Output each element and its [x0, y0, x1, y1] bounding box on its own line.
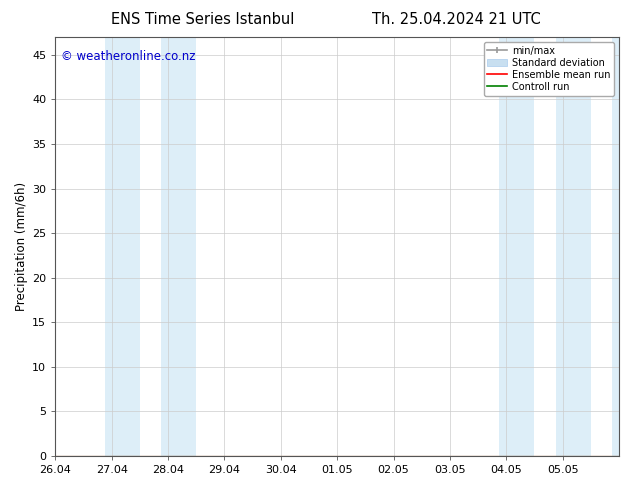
Bar	[555, 37, 591, 456]
Text: © weatheronline.co.nz: © weatheronline.co.nz	[61, 49, 195, 63]
Bar	[612, 37, 619, 456]
Bar	[105, 37, 140, 456]
Text: ENS Time Series Istanbul: ENS Time Series Istanbul	[111, 12, 295, 27]
Legend: min/max, Standard deviation, Ensemble mean run, Controll run: min/max, Standard deviation, Ensemble me…	[484, 42, 614, 96]
Y-axis label: Precipitation (mm/6h): Precipitation (mm/6h)	[15, 182, 28, 311]
Bar	[161, 37, 197, 456]
Text: Th. 25.04.2024 21 UTC: Th. 25.04.2024 21 UTC	[372, 12, 541, 27]
Bar	[499, 37, 534, 456]
